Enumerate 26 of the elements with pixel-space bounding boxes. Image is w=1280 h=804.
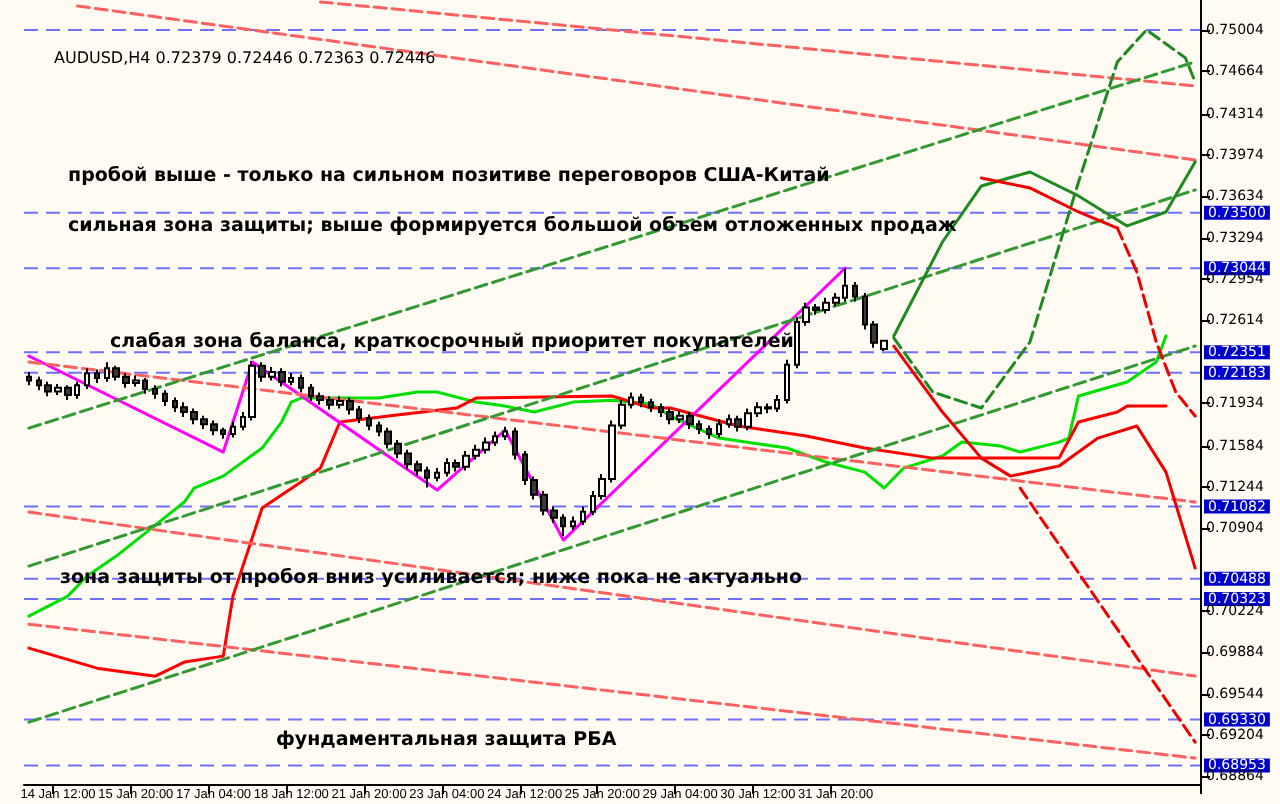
- candlestick: [502, 425, 508, 442]
- candlestick: [162, 389, 168, 407]
- candlestick: [638, 392, 644, 409]
- line-series: [27, 334, 1168, 618]
- annotation: фундаментальная защита РБА: [276, 729, 618, 751]
- candlestick: [580, 505, 586, 527]
- candlestick: [648, 397, 654, 414]
- candlestick: [852, 281, 858, 303]
- candlestick: [434, 466, 440, 483]
- candlestick: [94, 368, 100, 384]
- candlestick: [706, 424, 712, 440]
- candlestick: [26, 370, 32, 387]
- line-series: [27, 394, 1168, 678]
- candlestick: [570, 515, 576, 531]
- annotation: пробой выше - только на сильном позитиве переговоров США-Китай: [68, 165, 830, 187]
- candlestick: [784, 358, 790, 405]
- text: AUDUSD,H4 0.72379 0.72446 0.72363 0.72446: [54, 49, 436, 67]
- candlestick: [84, 367, 90, 390]
- line-series: [27, 266, 847, 542]
- candlestick: [298, 373, 304, 394]
- candlestick: [366, 413, 372, 432]
- candlestick: [152, 384, 158, 400]
- candlestick: [230, 420, 236, 439]
- candlestick: [512, 426, 518, 461]
- line-series: [892, 344, 1197, 570]
- candlestick: [716, 418, 722, 439]
